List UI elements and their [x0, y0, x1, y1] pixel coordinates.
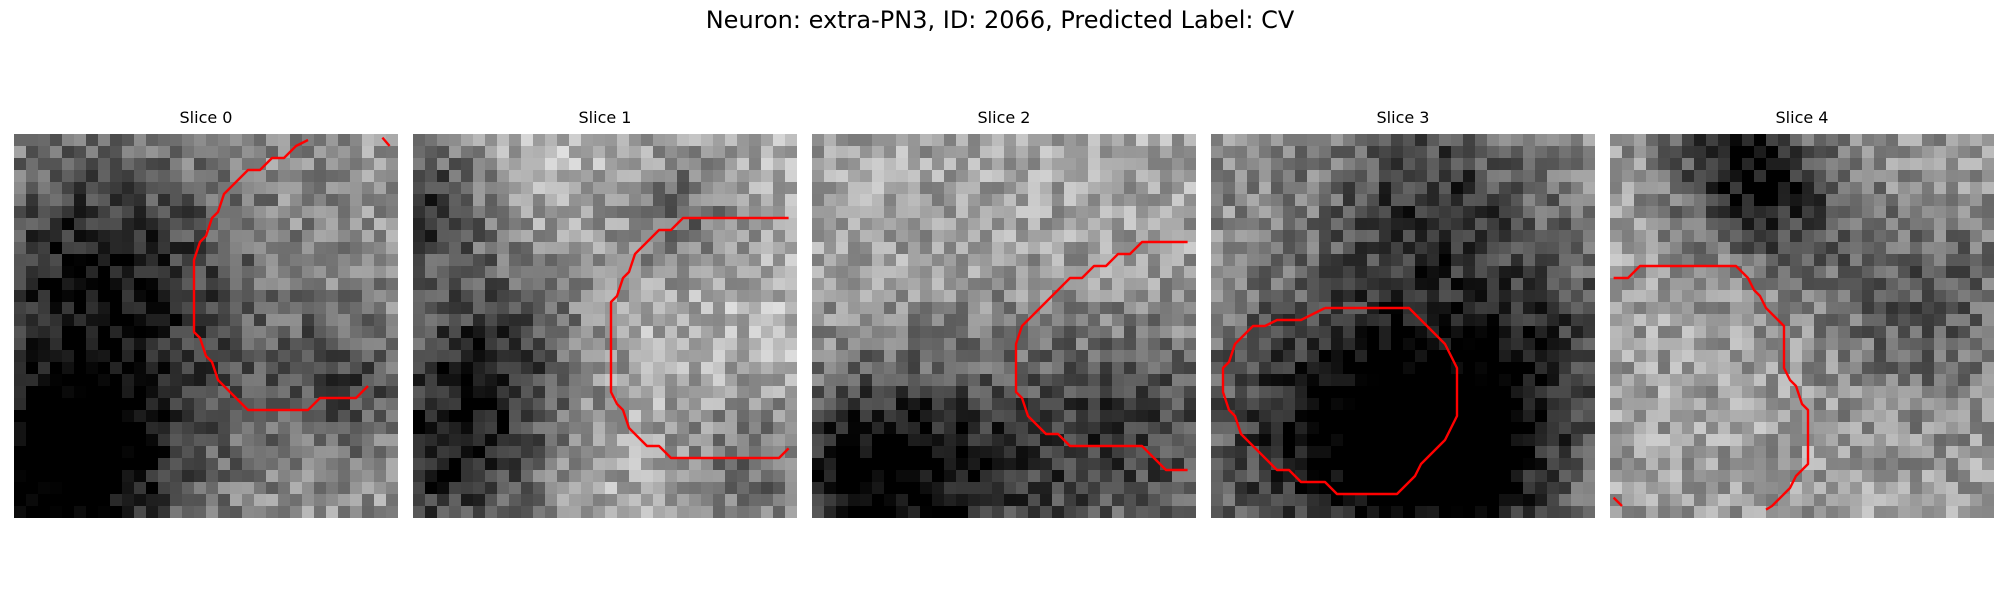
contour-line	[1612, 496, 1623, 507]
slice-image	[413, 134, 797, 518]
slice-panel: Slice 4	[1610, 108, 1994, 518]
figure-title: Neuron: extra-PN3, ID: 2066, Predicted L…	[705, 6, 1295, 34]
slice-panel: Slice 3	[1211, 108, 1595, 518]
slice-image	[1211, 134, 1595, 518]
slice-image	[1610, 134, 1994, 518]
slice-panel: Slice 0	[14, 108, 398, 518]
slice-title: Slice 1	[578, 108, 632, 127]
slice-image	[14, 134, 398, 518]
contour-line	[1014, 240, 1188, 472]
slice-title: Slice 4	[1775, 108, 1829, 127]
slice-title: Slice 2	[977, 108, 1031, 127]
slice-panel: Slice 1	[413, 108, 797, 518]
slice-title: Slice 3	[1376, 108, 1430, 127]
slice-panel: Slice 2	[812, 108, 1196, 518]
slice-image	[812, 134, 1196, 518]
contour-line	[381, 136, 391, 147]
contour-line	[1613, 264, 1810, 511]
slice-title: Slice 0	[179, 108, 233, 127]
contour-line	[192, 138, 369, 412]
contour-line	[609, 216, 790, 460]
contour-line	[1221, 306, 1459, 496]
